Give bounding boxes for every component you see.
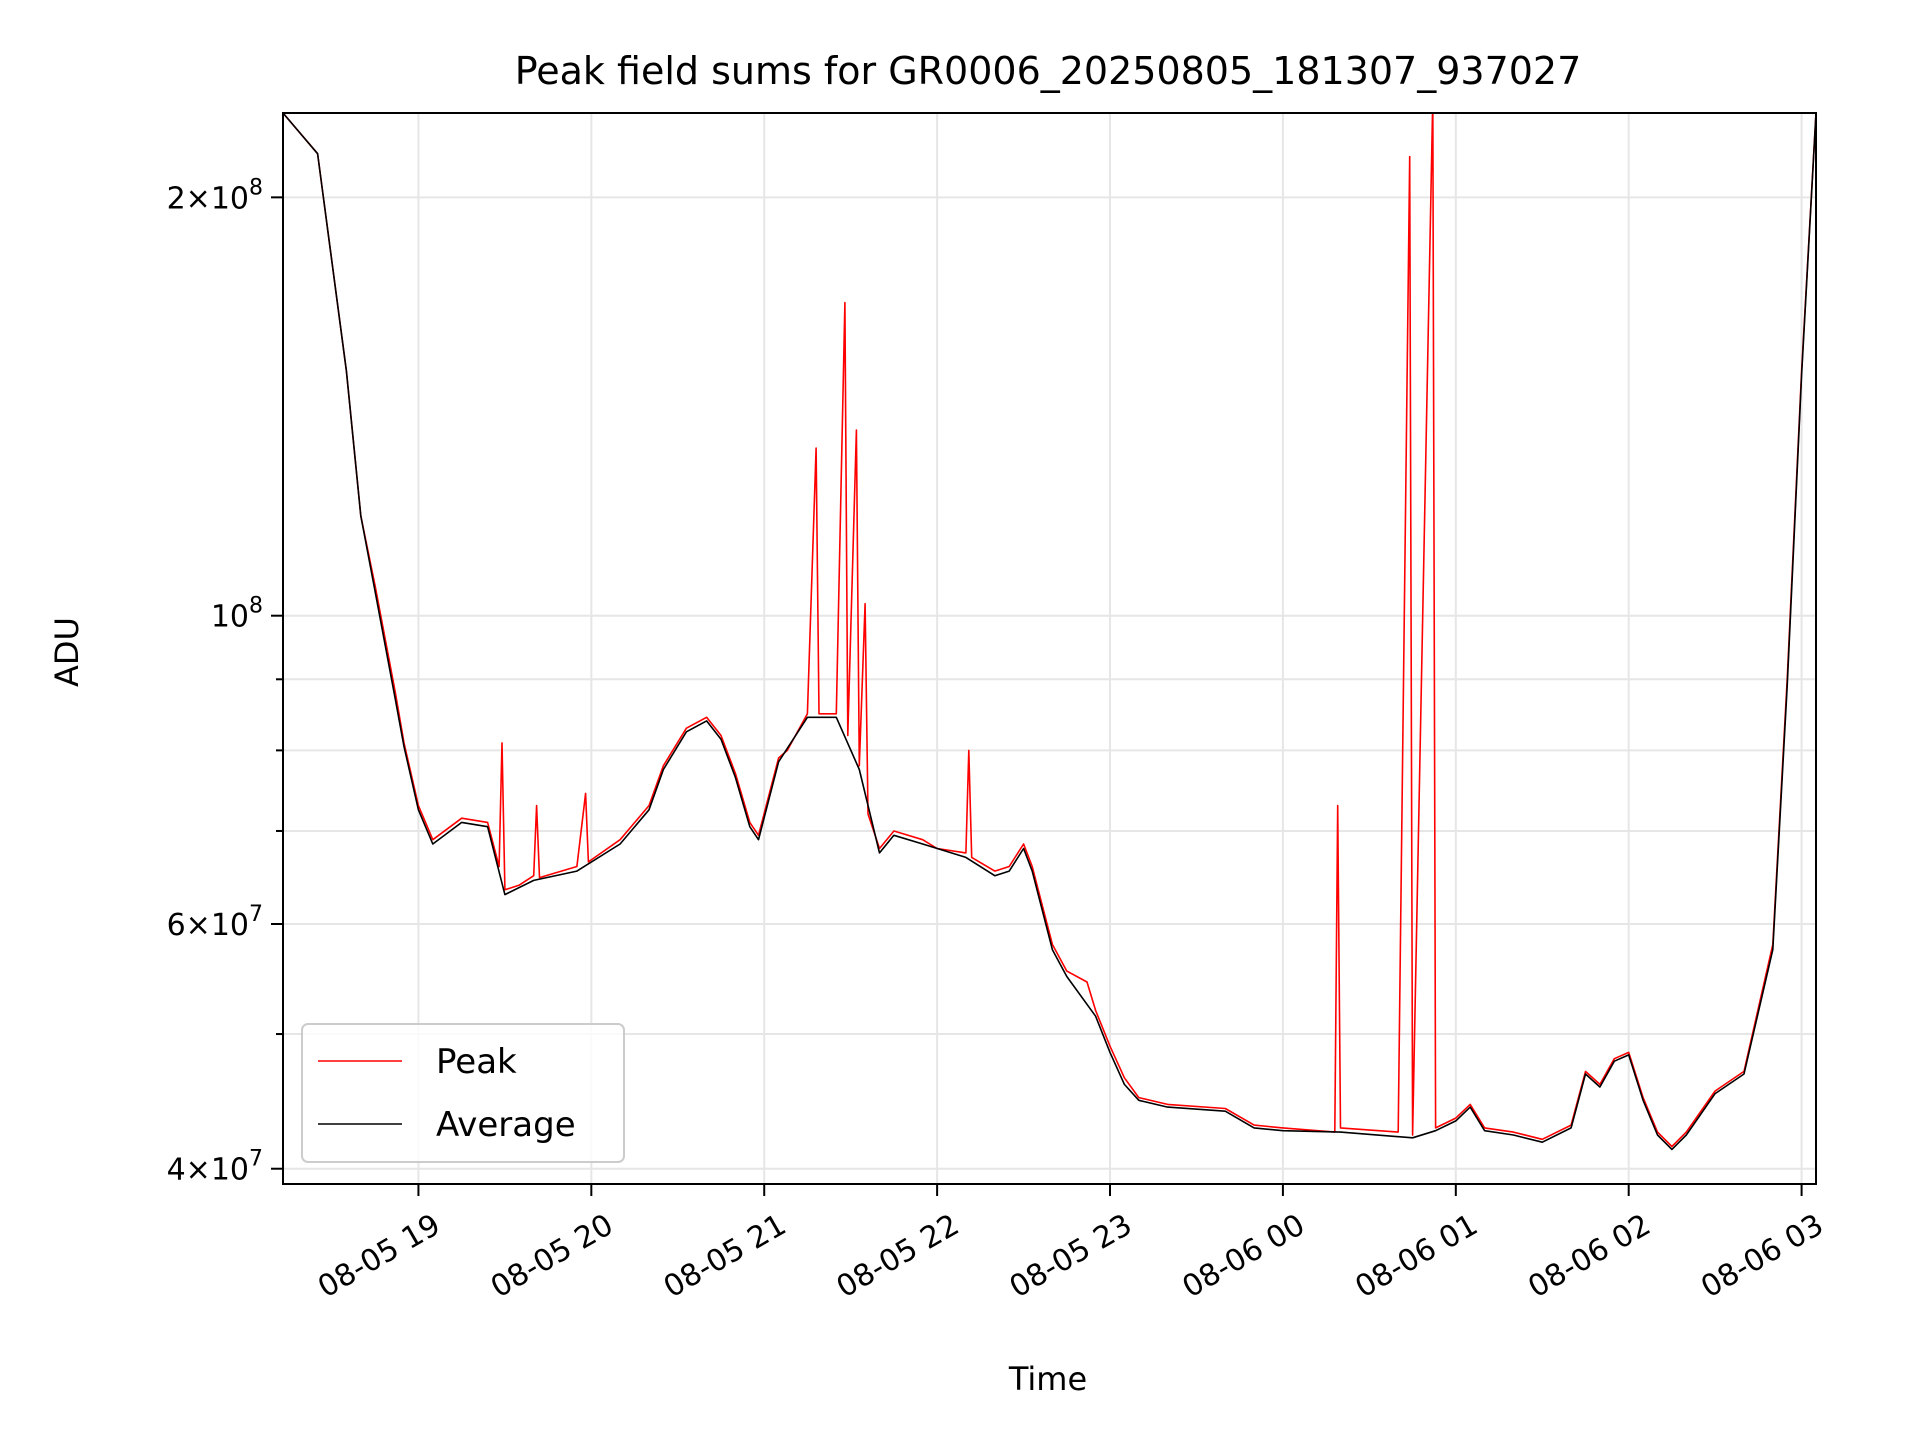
legend-frame — [301, 1023, 625, 1163]
grid-lines — [283, 113, 1816, 1184]
y-tick-label: 2×108 — [167, 175, 263, 216]
plot-frame — [282, 112, 1817, 1185]
plot-series — [283, 113, 1816, 1151]
chart-title: Peak field sums for GR0006_20250805_1813… — [515, 49, 1582, 93]
legend: Peak Average — [301, 1023, 625, 1163]
y-tick-label: 6×107 — [167, 902, 263, 943]
series-line-peak — [283, 113, 1816, 1148]
legend-label-peak: Peak — [436, 1042, 517, 1082]
legend-label-average: Average — [436, 1105, 576, 1145]
y-axis-title: ADU — [48, 617, 86, 687]
x-axis-title: Time — [1008, 1360, 1087, 1398]
y-tick-label: 4×107 — [167, 1147, 263, 1188]
y-tick-label: 108 — [211, 594, 263, 635]
series-line-average — [283, 113, 1816, 1151]
